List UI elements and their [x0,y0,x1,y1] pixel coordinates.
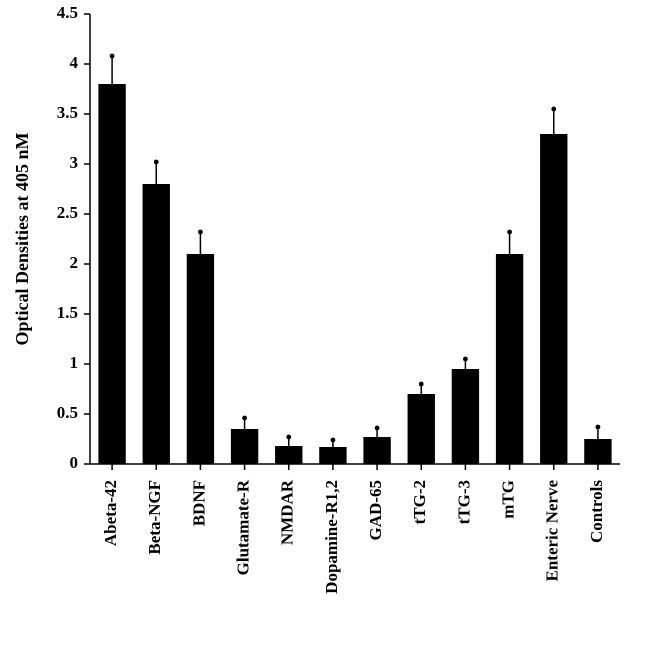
error-cap [331,438,336,443]
y-tick-label: 0.5 [57,403,78,422]
error-cap [242,416,247,421]
y-axis-title: Optical Densities at 405 nM [12,133,32,346]
bar [408,394,435,464]
x-tick-label: Dopamine-R1,2 [322,480,341,594]
bar [143,184,170,464]
y-tick-label: 3.5 [57,103,78,122]
error-cap [551,107,556,112]
x-tick-label: Enteric Nerve [543,480,562,582]
y-tick-label: 1 [70,353,79,372]
bar [496,254,523,464]
bar [452,369,479,464]
error-cap [286,435,291,440]
x-tick-label: GAD-65 [366,480,385,540]
bar [363,437,390,464]
x-tick-label: tTG-3 [454,480,473,524]
error-cap [198,230,203,235]
y-tick-label: 2 [70,253,79,272]
bar [275,446,302,464]
y-tick-label: 0 [70,453,79,472]
x-tick-label: Glutamate-R [233,479,252,575]
chart-container: 0 0.5 1 1.5 2 2.5 3 3.5 4 4.5 Optical Densities at… [0,0,652,645]
x-tick-label: tTG-2 [410,480,429,524]
bar [540,134,567,464]
error-cap [596,425,601,430]
x-tick-label: Beta-NGF [145,480,164,555]
error-cap [507,230,512,235]
y-tick-label: 4.5 [57,3,78,22]
bar [187,254,214,464]
bar-chart: 0 0.5 1 1.5 2 2.5 3 3.5 4 4.5 Optical Densities at… [0,0,652,645]
y-tick-label: 1.5 [57,303,78,322]
error-cap [110,54,115,59]
bar [584,439,611,464]
x-tick-label: BDNF [189,480,208,526]
error-cap [375,426,380,431]
error-cap [419,382,424,387]
bar [231,429,258,464]
x-tick-label: NMDAR [278,479,297,545]
y-tick-label: 2.5 [57,203,78,222]
bar [319,447,346,464]
x-tick-label: mTG [498,480,517,519]
y-tick-label: 4 [70,53,79,72]
bar [98,84,125,464]
x-tick-label: Controls [587,480,606,543]
y-tick-label: 3 [70,153,79,172]
x-tick-label: Abeta-42 [101,480,120,546]
error-cap [463,357,468,362]
error-cap [154,160,159,165]
